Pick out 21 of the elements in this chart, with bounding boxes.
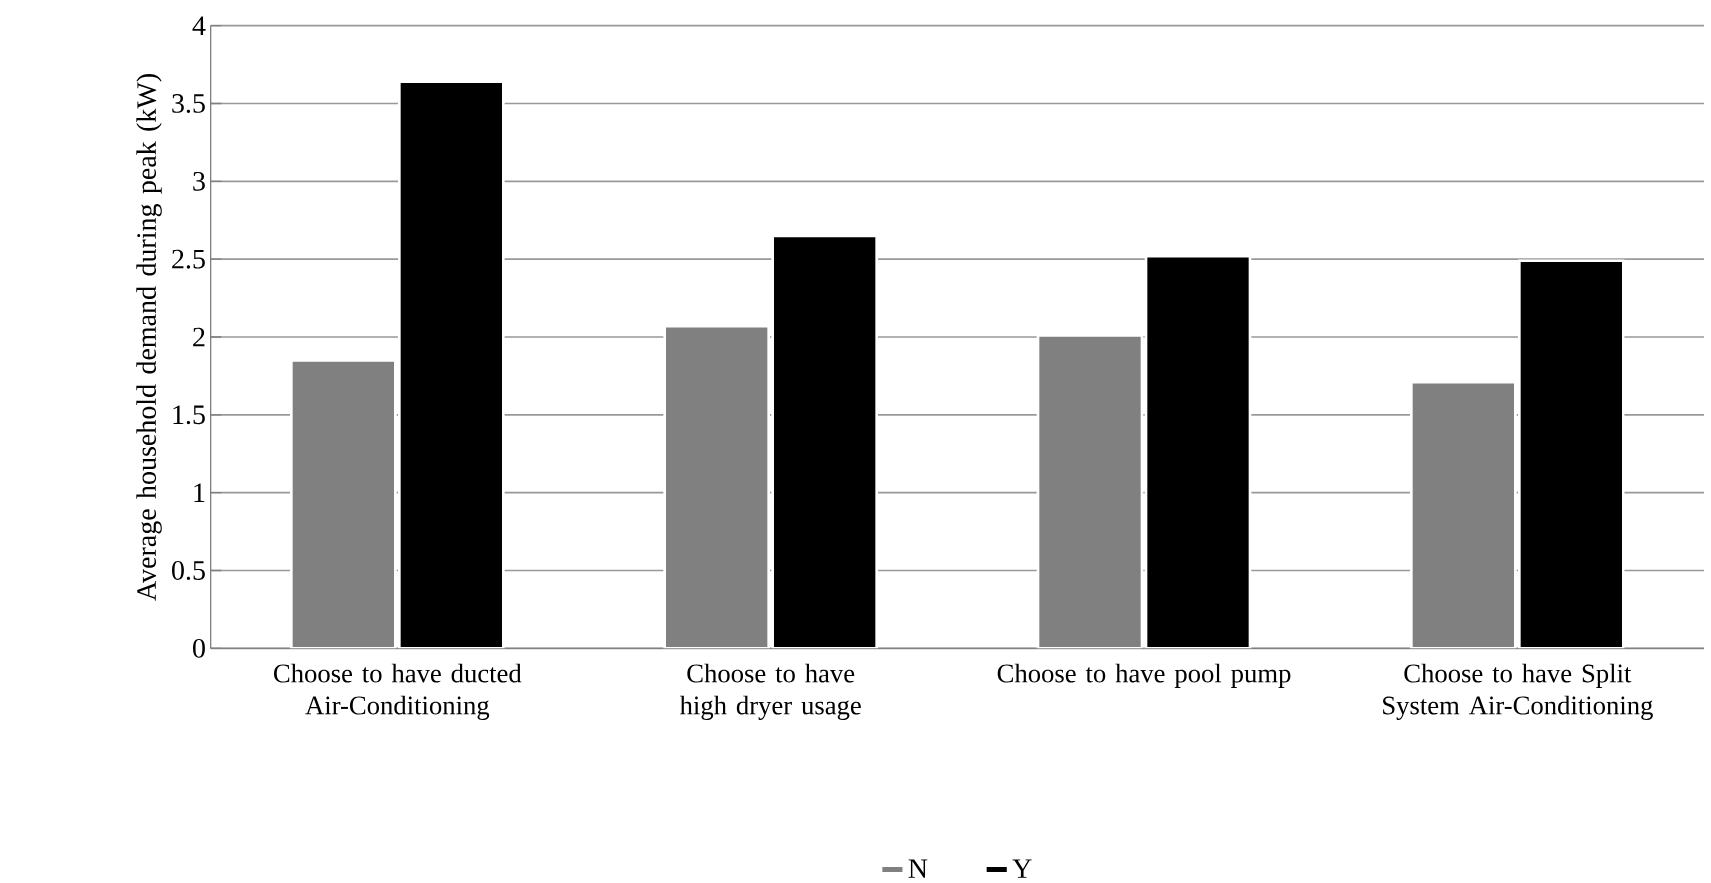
bar — [1518, 259, 1625, 649]
bar — [1144, 254, 1252, 649]
x-tick-label: Choose to have pool pump — [997, 663, 1291, 688]
y-axis-title: Average household demand during peak (kW) — [136, 74, 162, 601]
y-tick-label: 3 — [193, 171, 205, 191]
legend-label: N — [908, 859, 928, 878]
x-tick-label: Choose to have Split System Air-Conditioning — [1383, 663, 1653, 720]
y-tick-label: 4 — [192, 16, 206, 35]
y-tick-label: 3.5 — [172, 94, 205, 113]
x-tick-label: Choose to have ducted Air-Conditioning — [274, 663, 522, 720]
y-tick-label: 2 — [193, 327, 205, 347]
bar — [1036, 334, 1144, 649]
bar — [1410, 380, 1517, 649]
legend-label: Y — [1012, 859, 1032, 878]
bar — [398, 80, 505, 649]
y-tick-label: 1 — [194, 483, 205, 502]
y-tick-label: 2.5 — [172, 249, 205, 269]
y-tick-label: 1.5 — [173, 405, 205, 425]
y-tick-label: 0.5 — [172, 561, 205, 581]
y-tick-label: 0 — [193, 638, 205, 658]
x-tick-label: Choose to have high dryer usage — [679, 663, 861, 720]
